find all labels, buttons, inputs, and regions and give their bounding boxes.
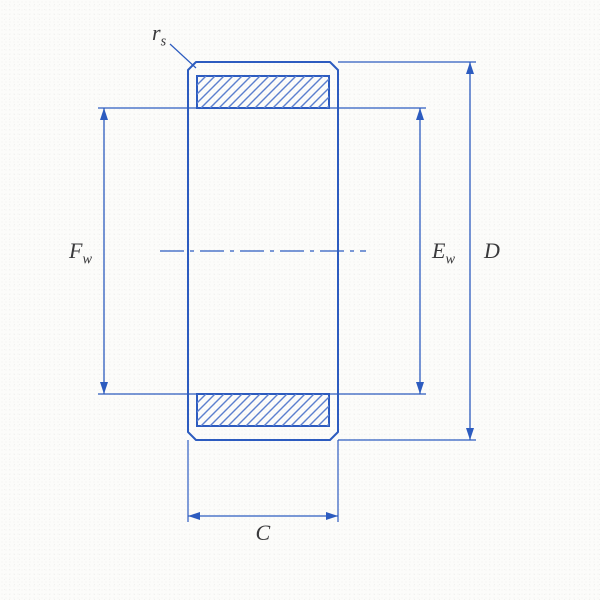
label-Fw: Fw [69,240,92,262]
technical-drawing [0,0,600,600]
label-Ew: Ew [432,240,455,262]
diagram-stage: rs Fw Ew D C [0,0,600,600]
label-D: D [484,240,500,262]
label-C: C [256,522,271,544]
label-rs: rs [152,22,166,44]
